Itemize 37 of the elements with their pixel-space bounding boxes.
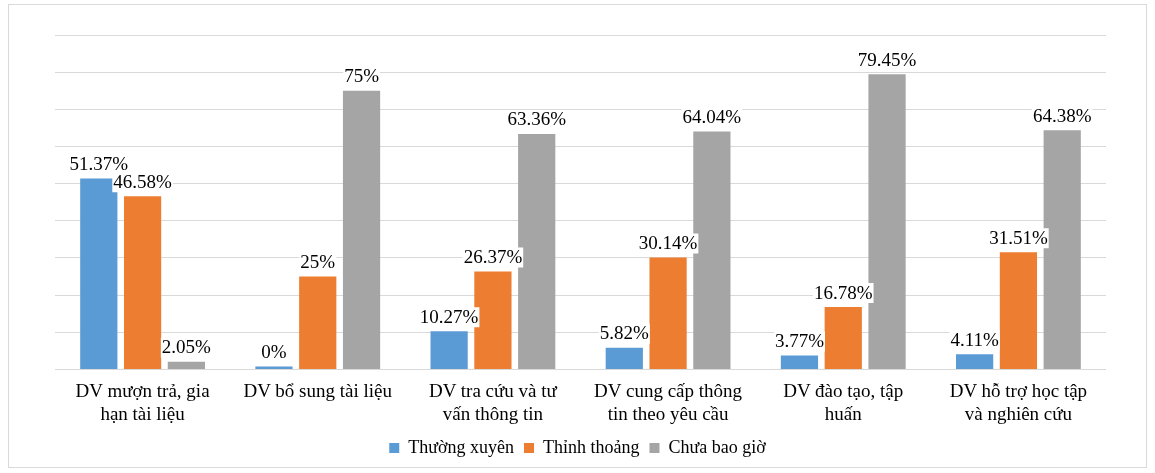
bar bbox=[999, 252, 1038, 369]
x-tick-label: DV hỗ trợ học tập và nghiên cứu bbox=[949, 379, 1088, 424]
legend-label: Thường xuyên bbox=[408, 436, 515, 457]
bar bbox=[605, 347, 643, 369]
bar bbox=[167, 361, 205, 369]
data-label: 31.51% bbox=[989, 226, 1048, 248]
bar bbox=[956, 354, 994, 369]
data-label: 26.37% bbox=[463, 245, 523, 267]
x-tick-label: DV tra cứu và tư vấn thông tin bbox=[428, 379, 558, 424]
data-label: 4.11% bbox=[950, 328, 999, 350]
data-label: 2.05% bbox=[161, 336, 212, 358]
data-label: 16.78% bbox=[813, 281, 873, 303]
data-label: 0% bbox=[261, 340, 287, 362]
data-label: 30.14% bbox=[638, 231, 698, 253]
data-label: 64.04% bbox=[682, 105, 742, 127]
data-label: 10.27% bbox=[419, 305, 479, 327]
bar bbox=[430, 331, 468, 369]
data-label: 46.58% bbox=[113, 170, 173, 192]
bar bbox=[649, 257, 687, 369]
data-label: 5.82% bbox=[599, 322, 649, 344]
data-label: 25% bbox=[300, 251, 336, 272]
legend-label: Thỉnh thoảng bbox=[543, 436, 640, 457]
x-tick-label: DV bổ sung tài liệu bbox=[243, 379, 393, 401]
x-tick-label: DV mượn trả, gia hạn tài liệu bbox=[75, 379, 211, 424]
bar bbox=[299, 276, 337, 369]
bar bbox=[123, 196, 162, 369]
bar bbox=[824, 307, 862, 369]
bar bbox=[780, 355, 819, 369]
legend-label: Chưa bao giờ bbox=[668, 436, 767, 457]
data-label: 3.77% bbox=[774, 329, 825, 351]
data-label: 75% bbox=[344, 65, 380, 87]
x-tick-label: DV đào tạo, tập huấn bbox=[783, 379, 904, 424]
data-label: 63.36% bbox=[507, 108, 567, 130]
bar bbox=[342, 90, 381, 369]
data-label: 79.45% bbox=[857, 48, 917, 70]
x-tick-label: DV cung cấp thông tin theo yêu cầu bbox=[594, 379, 743, 424]
data-label: 64.38% bbox=[1032, 104, 1092, 126]
